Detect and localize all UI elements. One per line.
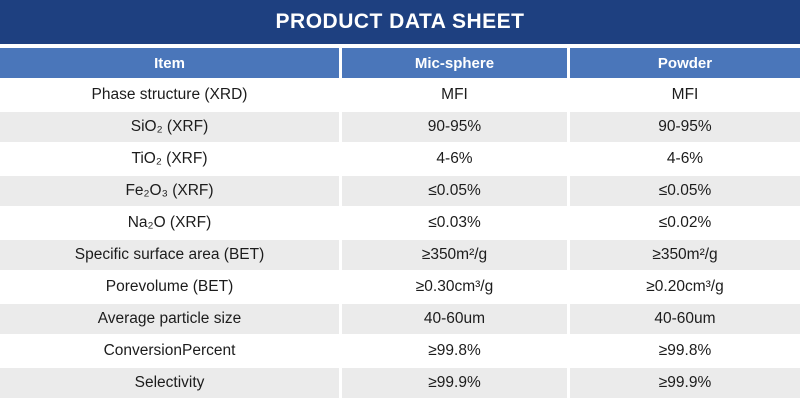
table-row: ConversionPercent ≥99.8% ≥99.8% — [0, 336, 800, 366]
mic-sphere-value: ≤0.05% — [342, 176, 567, 206]
powder-value: ≥0.20cm³/g — [570, 272, 800, 302]
table-row: Average particle size 40-60um 40-60um — [0, 304, 800, 334]
powder-value: ≥350m²/g — [570, 240, 800, 270]
table-row: SiO₂ (XRF) 90-95% 90-95% — [0, 112, 800, 142]
powder-value: 40-60um — [570, 304, 800, 334]
item-cell: Na₂O (XRF) — [0, 208, 339, 238]
page-title: PRODUCT DATA SHEET — [275, 10, 525, 33]
powder-value: 90-95% — [570, 112, 800, 142]
table-row: Phase structure (XRD) MFI MFI — [0, 80, 800, 110]
column-header-powder: Powder — [570, 48, 800, 78]
mic-sphere-value: MFI — [342, 80, 567, 110]
powder-value: ≥99.8% — [570, 336, 800, 366]
mic-sphere-value: ≥99.8% — [342, 336, 567, 366]
item-cell: TiO₂ (XRF) — [0, 144, 339, 174]
powder-value: MFI — [570, 80, 800, 110]
item-cell: Porevolume (BET) — [0, 272, 339, 302]
table-row: Specific surface area (BET) ≥350m²/g ≥35… — [0, 240, 800, 270]
powder-value: ≥99.9% — [570, 368, 800, 398]
item-cell: Phase structure (XRD) — [0, 80, 339, 110]
powder-value: ≤0.05% — [570, 176, 800, 206]
item-cell: ConversionPercent — [0, 336, 339, 366]
column-header-item: Item — [0, 48, 339, 78]
mic-sphere-value: ≥99.9% — [342, 368, 567, 398]
table-body: Phase structure (XRD) MFI MFI SiO₂ (XRF)… — [0, 80, 800, 398]
powder-value: 4-6% — [570, 144, 800, 174]
mic-sphere-value: ≥0.30cm³/g — [342, 272, 567, 302]
table-row: TiO₂ (XRF) 4-6% 4-6% — [0, 144, 800, 174]
item-cell: Selectivity — [0, 368, 339, 398]
mic-sphere-value: ≤0.03% — [342, 208, 567, 238]
table-row: Na₂O (XRF) ≤0.03% ≤0.02% — [0, 208, 800, 238]
mic-sphere-value: 40-60um — [342, 304, 567, 334]
spec-table: Item Mic-sphere Powder Phase structure (… — [0, 48, 800, 398]
item-cell: SiO₂ (XRF) — [0, 112, 339, 142]
table-row: Fe₂O₃ (XRF) ≤0.05% ≤0.05% — [0, 176, 800, 206]
column-header-mic-sphere: Mic-sphere — [342, 48, 567, 78]
mic-sphere-value: 90-95% — [342, 112, 567, 142]
powder-value: ≤0.02% — [570, 208, 800, 238]
title-bar: PRODUCT DATA SHEET — [0, 0, 800, 44]
table-row: Porevolume (BET) ≥0.30cm³/g ≥0.20cm³/g — [0, 272, 800, 302]
table-header-row: Item Mic-sphere Powder — [0, 48, 800, 78]
mic-sphere-value: ≥350m²/g — [342, 240, 567, 270]
table-row: Selectivity ≥99.9% ≥99.9% — [0, 368, 800, 398]
item-cell: Fe₂O₃ (XRF) — [0, 176, 339, 206]
mic-sphere-value: 4-6% — [342, 144, 567, 174]
item-cell: Specific surface area (BET) — [0, 240, 339, 270]
item-cell: Average particle size — [0, 304, 339, 334]
